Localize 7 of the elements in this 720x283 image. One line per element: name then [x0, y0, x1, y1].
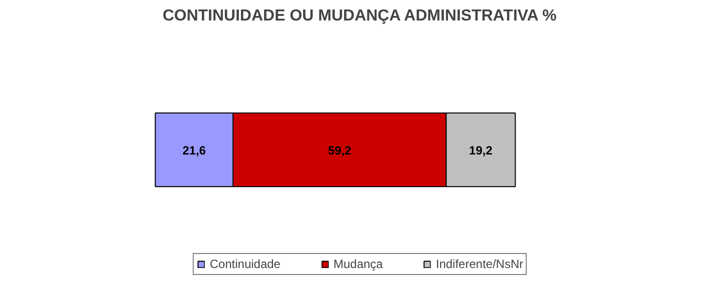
legend-label: Mudança [333, 257, 383, 271]
data-label: 19,2 [469, 143, 493, 158]
data-label: 21,6 [182, 143, 206, 158]
legend-label: Continuidade [210, 257, 280, 271]
legend-label: Indiferente/NsNr [436, 257, 524, 271]
data-label: 59,2 [328, 143, 352, 158]
chart-title: CONTINUIDADE OU MUDANÇA ADMINISTRATIVA % [162, 8, 557, 24]
